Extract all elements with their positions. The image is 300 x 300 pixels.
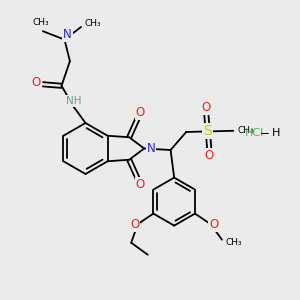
Text: N: N [146,142,155,155]
Text: O: O [32,76,41,89]
Text: CH₃: CH₃ [32,18,49,27]
Text: CH₃: CH₃ [238,126,254,135]
Text: −: − [260,127,269,140]
Text: NH: NH [66,96,81,106]
Text: CH₃: CH₃ [84,19,101,28]
Text: HCl: HCl [244,128,264,139]
Text: O: O [209,218,218,231]
Text: H: H [272,128,280,139]
Text: O: O [130,218,140,231]
Text: O: O [202,101,211,114]
Text: O: O [135,178,145,191]
Text: N: N [63,28,72,41]
Text: CH₃: CH₃ [225,238,242,247]
Text: S: S [203,124,212,138]
Text: O: O [205,149,214,162]
Text: O: O [135,106,145,119]
